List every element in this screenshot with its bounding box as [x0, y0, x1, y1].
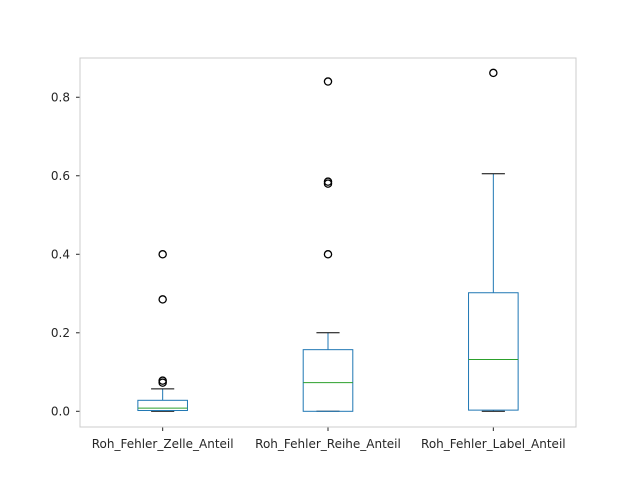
y-tick-label: 0.8 [51, 90, 70, 104]
x-tick-label: Roh_Fehler_Label_Anteil [421, 437, 566, 451]
y-axis: 0.0 0.2 0.4 0.6 0.8 [51, 90, 80, 418]
y-tick-label: 0.4 [51, 247, 70, 261]
y-tick-label: 0.2 [51, 326, 70, 340]
axes-frame [79, 57, 577, 428]
x-axis: Roh_Fehler_Zelle_Anteil Roh_Fehler_Reihe_… [92, 427, 566, 451]
outlier-point [158, 250, 167, 259]
outlier-point [323, 250, 333, 259]
box-iqr [137, 399, 188, 412]
x-tick-label: Roh_Fehler_Reihe_Anteil [255, 437, 401, 451]
outlier-point [323, 177, 333, 186]
box-group [137, 250, 188, 412]
outlier-point [323, 77, 333, 86]
y-tick-label: 0.0 [51, 404, 70, 418]
outlier-point [158, 295, 167, 304]
plot-area [137, 68, 519, 412]
y-tick-label: 0.6 [51, 169, 70, 183]
outlier-point [158, 376, 167, 385]
box-group [468, 68, 519, 412]
outlier-point [489, 68, 498, 78]
box-iqr [468, 292, 519, 411]
x-tick-label: Roh_Fehler_Zelle_Anteil [92, 437, 234, 451]
box-iqr [302, 349, 354, 412]
box-group [302, 77, 354, 412]
